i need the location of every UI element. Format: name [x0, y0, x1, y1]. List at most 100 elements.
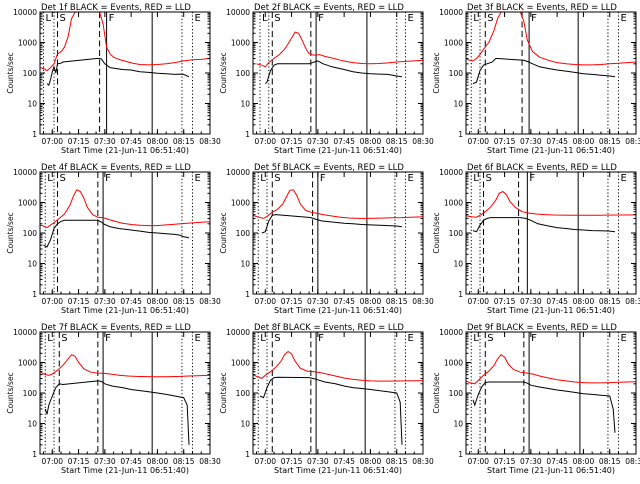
series-line-events — [472, 381, 616, 433]
y-tick-label: 100 — [236, 389, 251, 398]
y-tick-label: 100 — [236, 229, 251, 238]
marker-label: L — [473, 173, 479, 184]
marker-label: S — [274, 173, 280, 184]
plot-area — [466, 332, 636, 454]
x-tick-label: 08:15 — [173, 297, 195, 306]
marker-label: L — [262, 13, 268, 24]
panel-title: Det 2f BLACK = Events, RED = LLD — [254, 3, 404, 13]
x-axis-label: Start Time (21-Jun-11 06:51:40) — [274, 146, 402, 155]
y-axis-label: Counts/sec — [432, 372, 441, 413]
y-tick-label: 10000 — [439, 328, 463, 337]
y-tick-label: 1 — [458, 450, 463, 459]
y-tick-label: 1 — [245, 290, 250, 299]
y-axis-label: Counts/sec — [432, 212, 441, 253]
series-line-events — [472, 217, 616, 233]
x-tick-label: 08:15 — [599, 297, 621, 306]
y-axis-label: Counts/sec — [219, 52, 228, 93]
y-axis-label: Counts/sec — [6, 372, 15, 413]
x-tick-label: 08:15 — [599, 137, 621, 146]
x-tick-label: 07:15 — [494, 297, 516, 306]
x-tick-label: 07:00 — [467, 137, 489, 146]
y-tick-label: 10 — [27, 260, 37, 269]
x-tick-label: 07:45 — [120, 137, 142, 146]
y-tick-label: 10 — [27, 100, 37, 109]
y-tick-label: 100 — [449, 389, 464, 398]
marker-label: L — [473, 333, 479, 344]
y-tick-label: 1000 — [231, 39, 250, 48]
marker-label: E — [407, 173, 413, 184]
x-tick-label: 07:00 — [254, 457, 276, 466]
x-tick-label: 08:00 — [360, 137, 382, 146]
x-tick-label: 08:15 — [173, 457, 195, 466]
x-tick-label: 08:00 — [147, 457, 169, 466]
series-line-events — [43, 219, 190, 248]
y-tick-label: 1 — [32, 450, 37, 459]
panel-title: Det 6f BLACK = Events, RED = LLD — [467, 163, 617, 173]
marker-label: L — [47, 333, 53, 344]
plot-frame — [39, 11, 211, 135]
y-tick-label: 10000 — [13, 168, 37, 177]
series-line-events — [44, 380, 190, 445]
y-tick-label: 100 — [236, 69, 251, 78]
x-tick-label: 07:45 — [120, 297, 142, 306]
marker-label: S — [60, 173, 66, 184]
x-tick-label: 07:30 — [94, 457, 116, 466]
marker-label: F — [531, 13, 537, 24]
x-tick-label: 08:15 — [386, 457, 408, 466]
y-tick-label: 10 — [453, 420, 463, 429]
y-tick-label: 100 — [23, 389, 38, 398]
marker-label: S — [61, 333, 67, 344]
x-tick-label: 07:15 — [281, 297, 303, 306]
x-tick-label: 08:00 — [573, 137, 595, 146]
y-tick-label: 10 — [240, 100, 250, 109]
y-tick-label: 1 — [32, 130, 37, 139]
marker-label: F — [318, 13, 324, 24]
plot-frame — [252, 171, 424, 295]
plot-frame — [39, 171, 211, 295]
y-tick-label: 10 — [240, 260, 250, 269]
plot-area — [466, 172, 636, 294]
x-tick-label: 08:30 — [199, 137, 221, 146]
x-tick-label: 08:30 — [625, 297, 640, 306]
marker-label: L — [260, 173, 266, 184]
y-tick-label: 10 — [453, 260, 463, 269]
y-tick-label: 100 — [449, 229, 464, 238]
y-tick-label: 1 — [245, 130, 250, 139]
x-tick-label: 08:15 — [386, 297, 408, 306]
x-tick-label: 07:00 — [467, 297, 489, 306]
plot-frame — [465, 11, 637, 135]
series-line-events — [46, 57, 190, 86]
series-line-lld — [466, 12, 636, 66]
y-tick-label: 10 — [453, 100, 463, 109]
x-tick-label: 08:00 — [573, 297, 595, 306]
plot-frame — [252, 331, 424, 455]
y-axis-label: Counts/sec — [219, 372, 228, 413]
marker-label: S — [487, 333, 493, 344]
marker-label: F — [320, 173, 326, 184]
series-line-lld — [40, 189, 210, 229]
series-line-lld — [256, 31, 423, 68]
x-tick-label: 08:00 — [147, 297, 169, 306]
x-tick-label: 07:30 — [520, 137, 542, 146]
x-tick-label: 07:00 — [41, 297, 63, 306]
x-tick-label: 07:00 — [254, 297, 276, 306]
y-tick-label: 10000 — [226, 168, 250, 177]
x-tick-label: 07:00 — [467, 457, 489, 466]
x-tick-label: 08:30 — [625, 137, 640, 146]
marker-label: S — [486, 173, 492, 184]
y-tick-label: 10000 — [226, 328, 250, 337]
plot-area — [40, 172, 210, 294]
marker-label: L — [260, 333, 266, 344]
panel-title: Det 7f BLACK = Events, RED = LLD — [41, 323, 191, 333]
x-tick-label: 07:30 — [307, 137, 329, 146]
x-tick-label: 07:30 — [307, 457, 329, 466]
marker-label: E — [620, 13, 626, 24]
plot-area — [253, 332, 423, 454]
x-tick-label: 08:15 — [386, 137, 408, 146]
marker-label: L — [46, 13, 52, 24]
marker-label: E — [407, 333, 413, 344]
